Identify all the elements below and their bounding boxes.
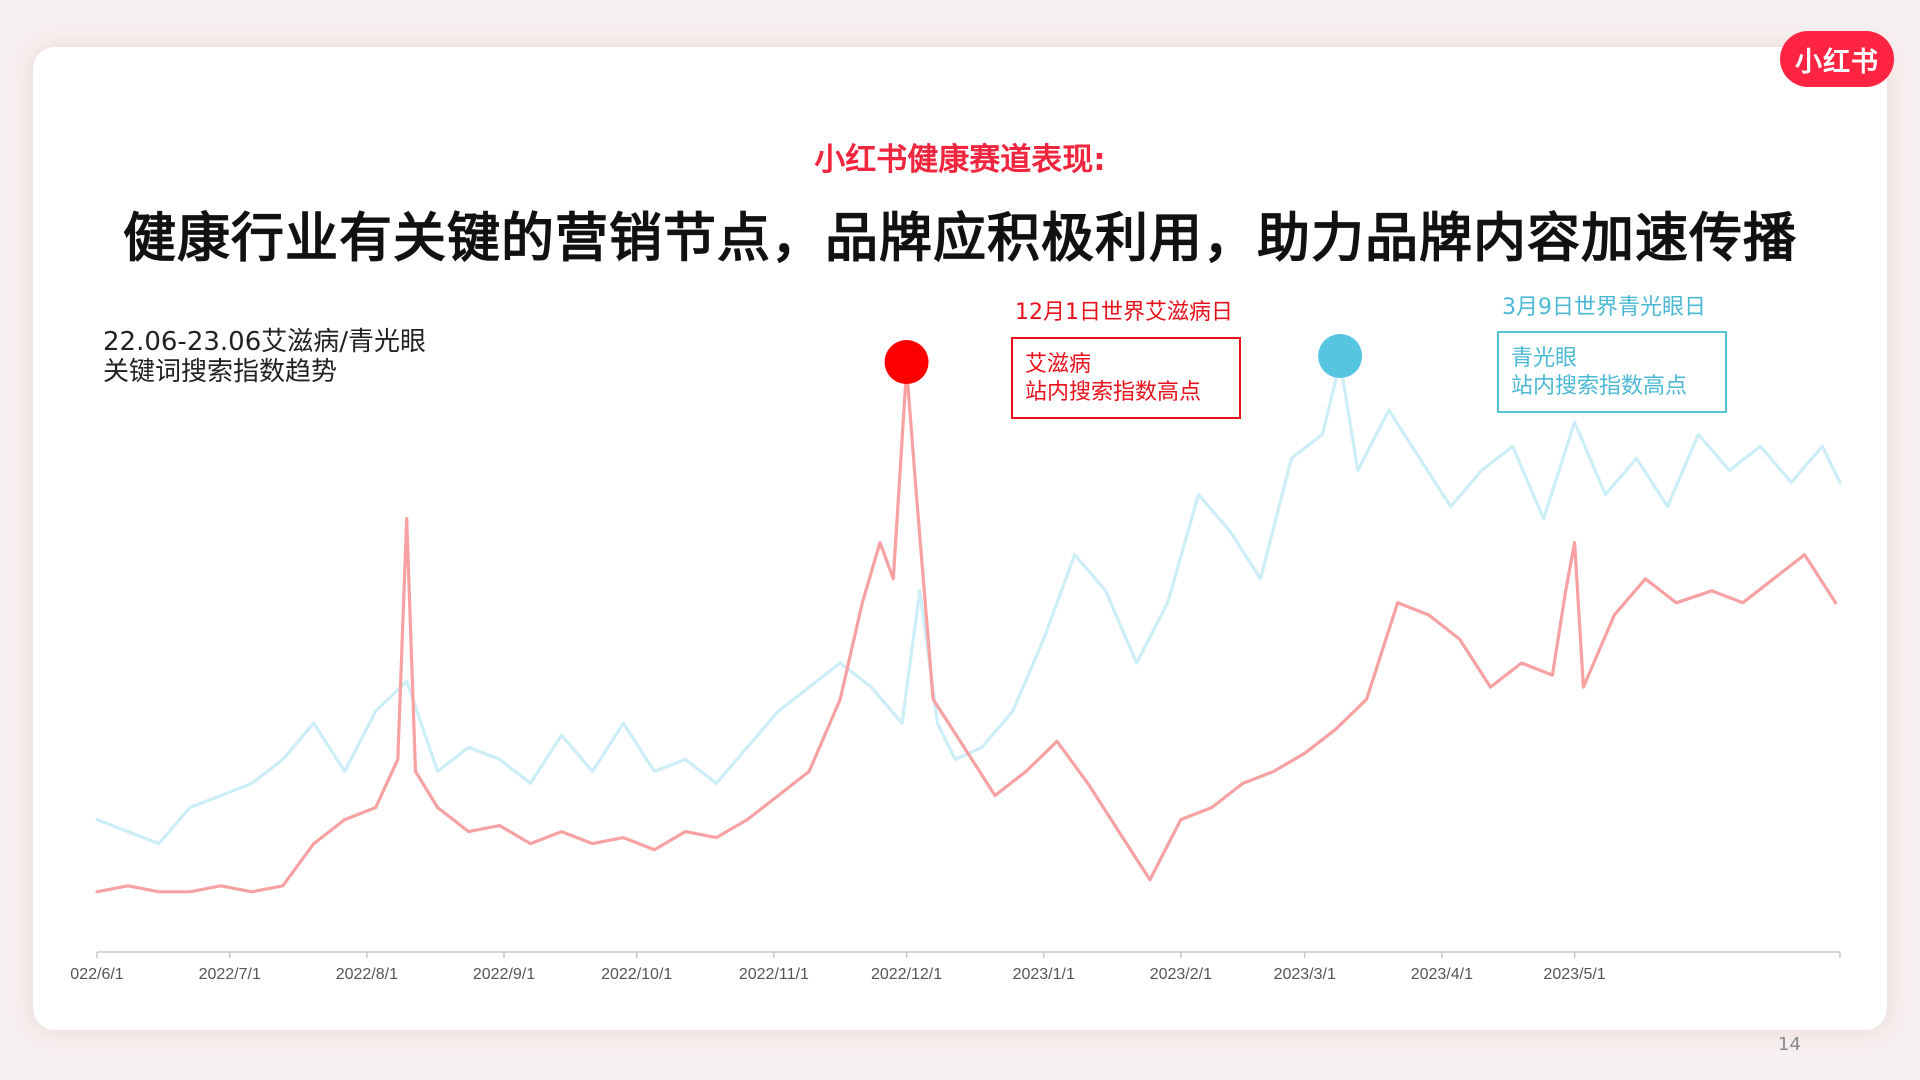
x-tick-label: 2022/11/1 xyxy=(739,966,809,983)
aids-peak-callout-line-1: 艾滋病 xyxy=(1025,352,1092,377)
x-tick-label: 2023/5/1 xyxy=(1543,966,1605,983)
page-number: 14 xyxy=(1778,1034,1801,1055)
chart-description-line-2: 关键词搜索指数趋势 xyxy=(103,357,338,387)
aids-peak-callout-box: 艾滋病 站内搜索指数高点 xyxy=(1011,337,1241,419)
x-tick-label: 2023/2/1 xyxy=(1150,966,1212,983)
glaucoma-peak-callout-line-1: 青光眼 xyxy=(1511,346,1578,371)
slide-card xyxy=(33,47,1887,1030)
chart-description-line-1: 22.06-23.06艾滋病/青光眼 xyxy=(103,327,427,357)
slide-title: 健康行业有关键的营销节点，品牌应积极利用，助力品牌内容加速传播 xyxy=(123,208,1797,269)
glaucoma-peak-callout-line-2: 站内搜索指数高点 xyxy=(1511,374,1688,399)
chart-description: 22.06-23.06艾滋病/青光眼 关键词搜索指数趋势 xyxy=(103,327,426,387)
xiaohongshu-logo: 小红书 xyxy=(1780,31,1894,87)
aids-peak-callout-line-2: 站内搜索指数高点 xyxy=(1025,380,1202,405)
x-tick-label: 2022/9/1 xyxy=(473,966,535,983)
aids-peak-marker xyxy=(884,340,929,385)
x-tick-label: 2023/3/1 xyxy=(1274,966,1336,983)
x-tick-label: 2022/10/1 xyxy=(601,966,672,983)
glaucoma-peak-marker xyxy=(1318,334,1363,379)
aids-day-label: 12月1日世界艾滋病日 xyxy=(1015,300,1233,325)
glaucoma-peak-callout-box: 青光眼 站内搜索指数高点 xyxy=(1497,331,1727,413)
aids-search-index-line xyxy=(95,366,1838,894)
x-tick-label: 2023/1/1 xyxy=(1013,966,1075,983)
x-tick-label: 2023/4/1 xyxy=(1411,966,1473,983)
section-subtitle: 小红书健康赛道表现: xyxy=(814,142,1106,178)
glaucoma-day-label: 3月9日世界青光眼日 xyxy=(1502,295,1706,320)
x-tick-label: 022/6/1 xyxy=(70,966,123,983)
x-tick-label: 2022/7/1 xyxy=(199,966,261,983)
x-tick-label: 2022/12/1 xyxy=(871,966,942,983)
x-tick-label: 2022/8/1 xyxy=(336,966,398,983)
